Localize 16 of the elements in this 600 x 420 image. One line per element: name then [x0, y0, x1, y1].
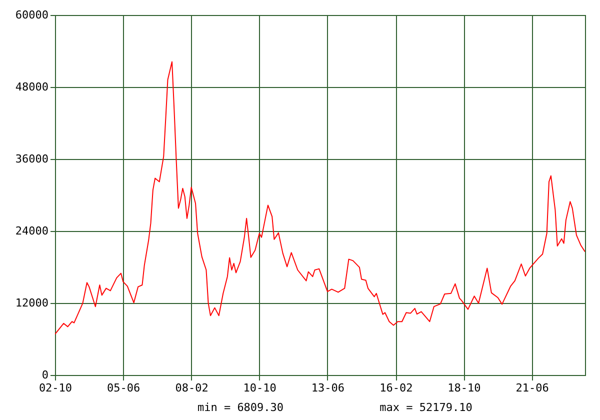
y-tick-label: 48000	[15, 80, 48, 94]
y-tick-label: 60000	[15, 8, 48, 22]
x-tick-label: 18-10	[448, 382, 481, 394]
y-tick-label: 0	[42, 368, 48, 382]
x-tick-label: 21-06	[516, 382, 549, 394]
y-tick-label: 24000	[15, 224, 48, 238]
text: min = 6809.30	[197, 401, 284, 414]
y-tick-label: 36000	[15, 152, 48, 166]
x-tick-label: 10-10	[243, 382, 276, 394]
x-tick-label: 13-06	[311, 382, 345, 394]
x-tick-label: 05-06	[107, 382, 140, 394]
x-tick-label: 02-10	[38, 382, 72, 394]
x-tick-label: 08-02	[175, 382, 208, 394]
y-tick-label: 12000	[15, 296, 48, 310]
text: max = 52179.10	[380, 401, 472, 414]
x-tick-label: 16-02	[380, 382, 413, 394]
